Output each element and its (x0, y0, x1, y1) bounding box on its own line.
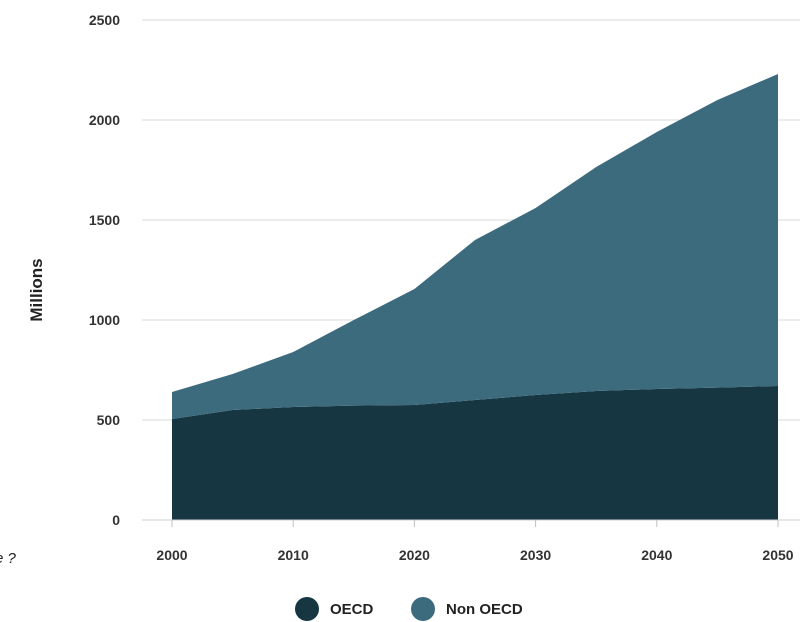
y-tick-label: 1000 (89, 312, 120, 328)
x-tick-label: 2040 (641, 547, 672, 563)
y-tick-label: 2000 (89, 112, 120, 128)
y-tick-label: 0 (112, 512, 120, 528)
legend-swatch (295, 597, 319, 621)
side-note-text: e ? (0, 550, 17, 567)
legend-label: Non OECD (446, 601, 523, 618)
x-tick-label: 2030 (520, 547, 551, 563)
y-axis-title: Millions (27, 258, 46, 321)
y-tick-label: 1500 (89, 212, 120, 228)
area-series (172, 74, 778, 520)
legend: OECD Non OECD (295, 597, 523, 621)
legend-swatch (411, 597, 435, 621)
x-tick-label: 2020 (399, 547, 430, 563)
area-oecd (172, 386, 778, 520)
axes: 0 500 1000 1500 2000 2500 2000 2010 2020 2030 2040… (89, 12, 800, 563)
area-non-oecd (172, 74, 778, 419)
x-tick-label: 2000 (156, 547, 187, 563)
x-tick-label: 2050 (762, 547, 793, 563)
y-tick-label: 2500 (89, 12, 120, 28)
legend-label: OECD (330, 601, 374, 618)
y-tick-label: 500 (97, 412, 121, 428)
x-tick-label: 2010 (278, 547, 309, 563)
